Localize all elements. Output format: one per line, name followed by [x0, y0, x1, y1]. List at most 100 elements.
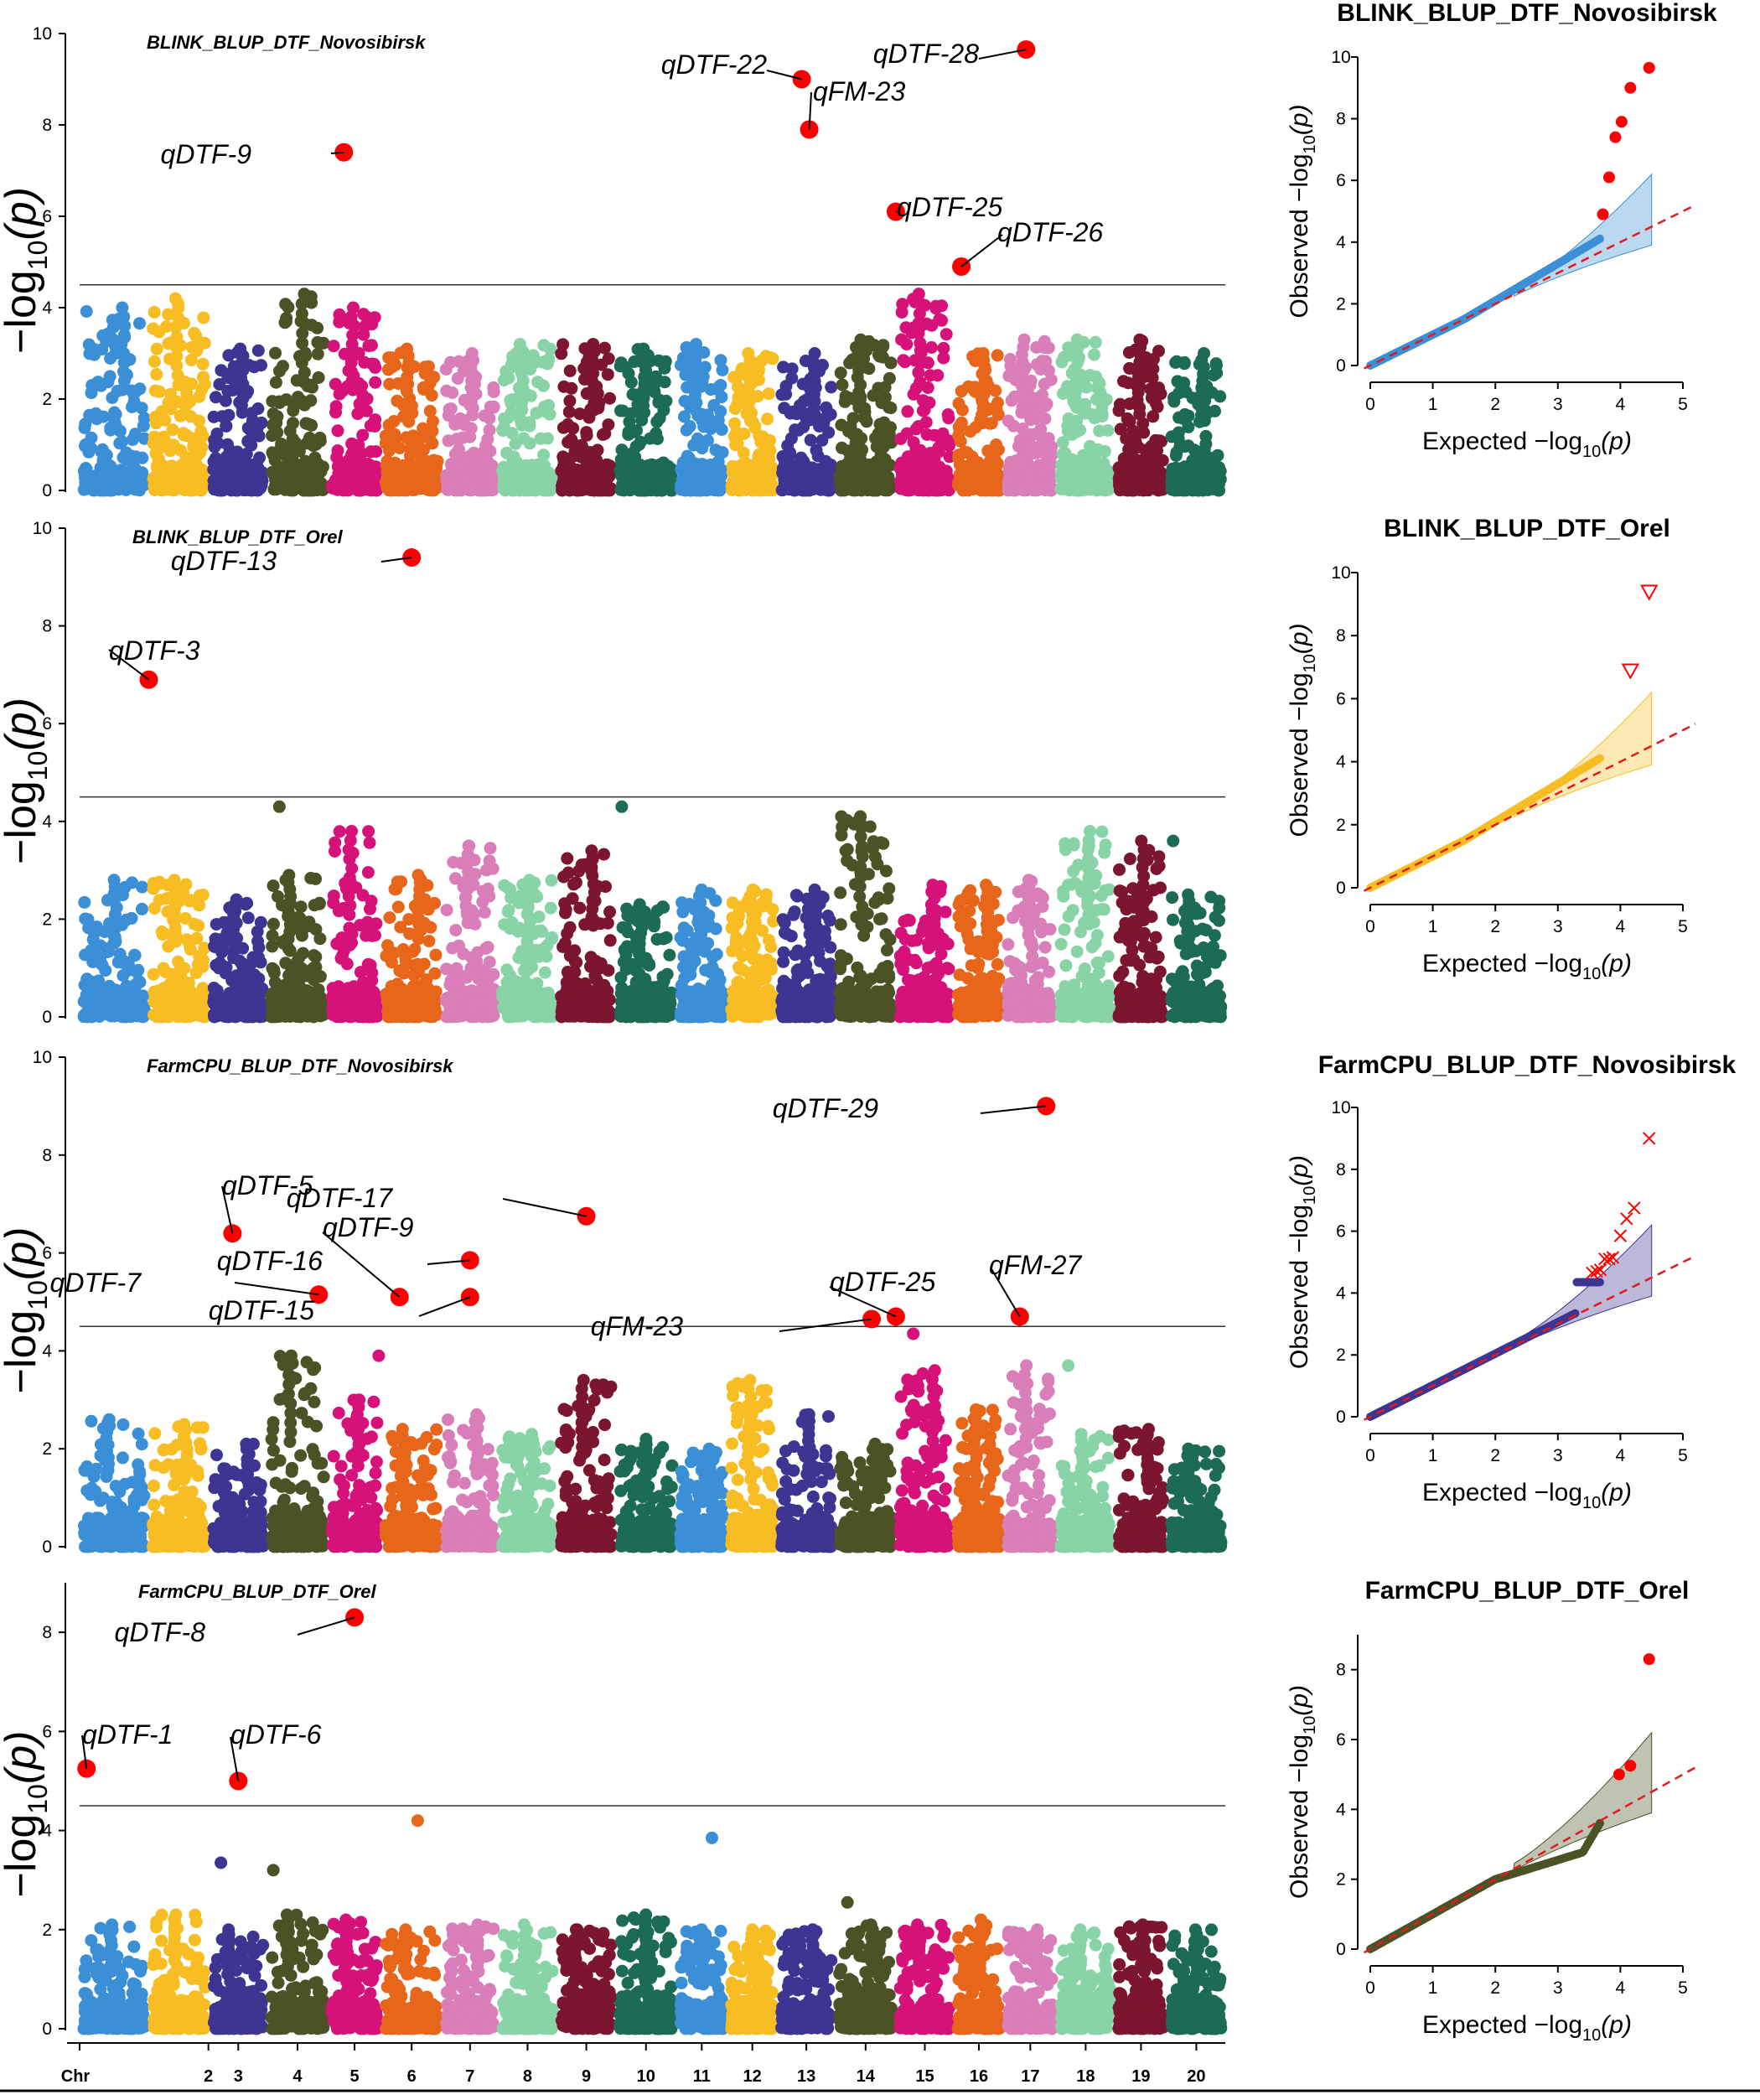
snp-point	[1045, 441, 1058, 454]
snp-point	[714, 405, 727, 417]
snp-point	[293, 445, 306, 458]
y-axis-label: −log10(p)	[0, 187, 53, 354]
snp-point	[85, 432, 98, 444]
snp-point	[615, 356, 628, 369]
snp-point	[1088, 349, 1100, 361]
snp-point	[971, 482, 983, 495]
snp-point	[220, 450, 233, 463]
snp-point	[157, 1004, 169, 1017]
snp-point	[313, 993, 325, 1006]
snp-point	[441, 474, 453, 487]
snp-point	[1004, 353, 1017, 366]
manhattan-panel-1: 0246810−log10(p)BLINK_BLUP_DTF_Novosibir…	[0, 24, 1227, 500]
snp-point	[466, 347, 479, 360]
snp-point	[104, 370, 116, 382]
snp-point	[268, 967, 281, 979]
snp-point	[329, 406, 342, 418]
snp-point	[913, 288, 925, 300]
snp-point	[535, 433, 547, 445]
snp-point	[537, 380, 550, 392]
snp-point	[1210, 366, 1223, 379]
snp-point	[362, 825, 375, 837]
snp-point	[426, 425, 438, 438]
snp-point	[366, 930, 379, 942]
snp-point	[921, 428, 934, 441]
snp-point	[1095, 463, 1107, 475]
snp-point	[406, 429, 419, 442]
snp-point	[82, 913, 95, 926]
snp-point	[92, 974, 105, 987]
snp-point	[362, 866, 375, 879]
snp-point	[197, 358, 210, 371]
snp-point	[440, 385, 453, 397]
snp-point	[456, 432, 468, 444]
snp-point	[642, 464, 655, 476]
snp-point	[873, 350, 886, 363]
snp-point	[1171, 355, 1183, 368]
snp-point	[919, 299, 931, 312]
snp-point	[136, 903, 148, 915]
snp-point	[175, 971, 188, 983]
snp-point	[365, 339, 378, 351]
snp-point	[1031, 358, 1043, 371]
snp-point	[277, 360, 289, 372]
snp-point	[78, 896, 91, 909]
snp-point	[502, 412, 515, 424]
snp-point	[181, 462, 194, 474]
snp-point	[134, 976, 147, 988]
snp-point	[581, 429, 593, 442]
snp-point	[1032, 404, 1044, 417]
snp-point	[185, 354, 198, 366]
snp-point	[327, 897, 339, 910]
snp-point	[247, 998, 260, 1011]
qtl-label: qDTF-26	[997, 217, 1103, 247]
snp-point	[365, 318, 378, 330]
snp-point	[835, 366, 847, 379]
snp-point	[158, 927, 170, 940]
snp-point	[251, 402, 264, 415]
snp-point	[193, 391, 205, 403]
snp-point	[210, 932, 222, 945]
snp-point	[785, 432, 798, 444]
snp-point	[148, 355, 161, 368]
snp-point	[1210, 476, 1223, 489]
snp-point	[299, 417, 312, 430]
snp-point	[242, 422, 255, 434]
snp-point	[96, 343, 108, 355]
snp-point	[137, 420, 150, 433]
snp-point	[660, 477, 672, 490]
snp-point	[1057, 387, 1069, 400]
snp-point	[279, 316, 292, 329]
snp-point	[99, 964, 111, 977]
snp-point	[1078, 474, 1090, 486]
snp-point	[1133, 334, 1146, 346]
snp-point	[851, 428, 863, 441]
snp-point	[809, 347, 821, 360]
snp-point	[361, 916, 374, 929]
snp-point	[1057, 466, 1069, 479]
y-axis-label-p: (p)	[0, 697, 45, 751]
qtl-label: qDTF-28	[873, 39, 979, 69]
snp-point	[614, 464, 627, 477]
snp-point	[929, 300, 942, 313]
snp-point	[749, 463, 762, 475]
snp-point	[933, 314, 945, 326]
snp-point	[587, 338, 599, 350]
snp-point	[174, 410, 187, 423]
snp-point	[369, 376, 381, 389]
snp-point	[791, 473, 804, 485]
snp-point	[1095, 480, 1107, 492]
snp-point	[334, 471, 346, 484]
snp-point	[1018, 334, 1031, 346]
snp-point	[292, 951, 305, 964]
snp-point	[304, 872, 317, 884]
snp-point	[118, 466, 131, 479]
snp-point	[164, 991, 177, 1003]
snp-point	[514, 338, 526, 350]
snp-point	[95, 1002, 107, 1014]
snp-point	[897, 354, 909, 366]
snp-point	[275, 442, 287, 454]
snp-point	[468, 483, 481, 495]
